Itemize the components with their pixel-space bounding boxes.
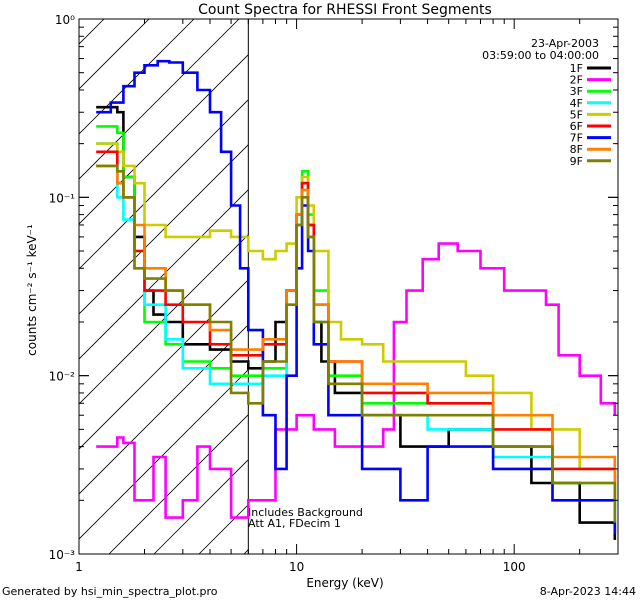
series-5F xyxy=(96,142,617,501)
series-2F xyxy=(96,242,617,519)
x-axis-label: Energy (keV) xyxy=(306,576,383,590)
legend-label-9F: 9F xyxy=(570,155,583,168)
plot-frame xyxy=(78,18,619,555)
y-tick-label: 10⁻¹ xyxy=(49,191,76,205)
series-8F xyxy=(96,164,617,501)
legend-label-2F: 2F xyxy=(570,74,583,87)
legend-label-7F: 7F xyxy=(570,132,583,145)
date-label: 23-Apr-2003 xyxy=(531,37,599,50)
tick-layer: 1 10 100 10⁰ 10⁻¹ 10⁻² 10⁻³ xyxy=(49,13,619,574)
legend-label-1F: 1F xyxy=(570,62,583,75)
legend-label-5F: 5F xyxy=(570,108,583,121)
annotation-background: Includes Background xyxy=(248,506,363,519)
y-tick-label: 10⁻³ xyxy=(49,548,76,562)
chart-title: Count Spectra for RHESSI Front Segments xyxy=(198,2,492,18)
x-tick-label: 1 xyxy=(75,560,83,574)
legend-label-4F: 4F xyxy=(570,97,583,110)
annotation-attenuator: Att A1, FDecim 1 xyxy=(248,517,341,530)
x-tick-label: 100 xyxy=(503,560,526,574)
y-tick-label: 10⁰ xyxy=(55,13,75,27)
time-range-label: 03:59:00 to 04:00:00 xyxy=(482,49,599,62)
series-9F xyxy=(96,164,617,523)
series-7F xyxy=(96,59,617,534)
footer-timestamp: 8-Apr-2023 14:44 xyxy=(540,585,636,598)
legend-label-6F: 6F xyxy=(570,120,583,133)
series-layer xyxy=(96,59,617,540)
x-tick-label: 10 xyxy=(289,560,304,574)
y-tick-label: 10⁻² xyxy=(49,370,76,384)
legend-label-3F: 3F xyxy=(570,85,583,98)
legend-label-8F: 8F xyxy=(570,143,583,156)
hatch-lines xyxy=(79,19,249,554)
footer-generated-by: Generated by hsi_min_spectra_plot.pro xyxy=(2,585,218,598)
y-axis-label: counts cm⁻² s⁻¹ keV⁻¹ xyxy=(25,224,39,356)
